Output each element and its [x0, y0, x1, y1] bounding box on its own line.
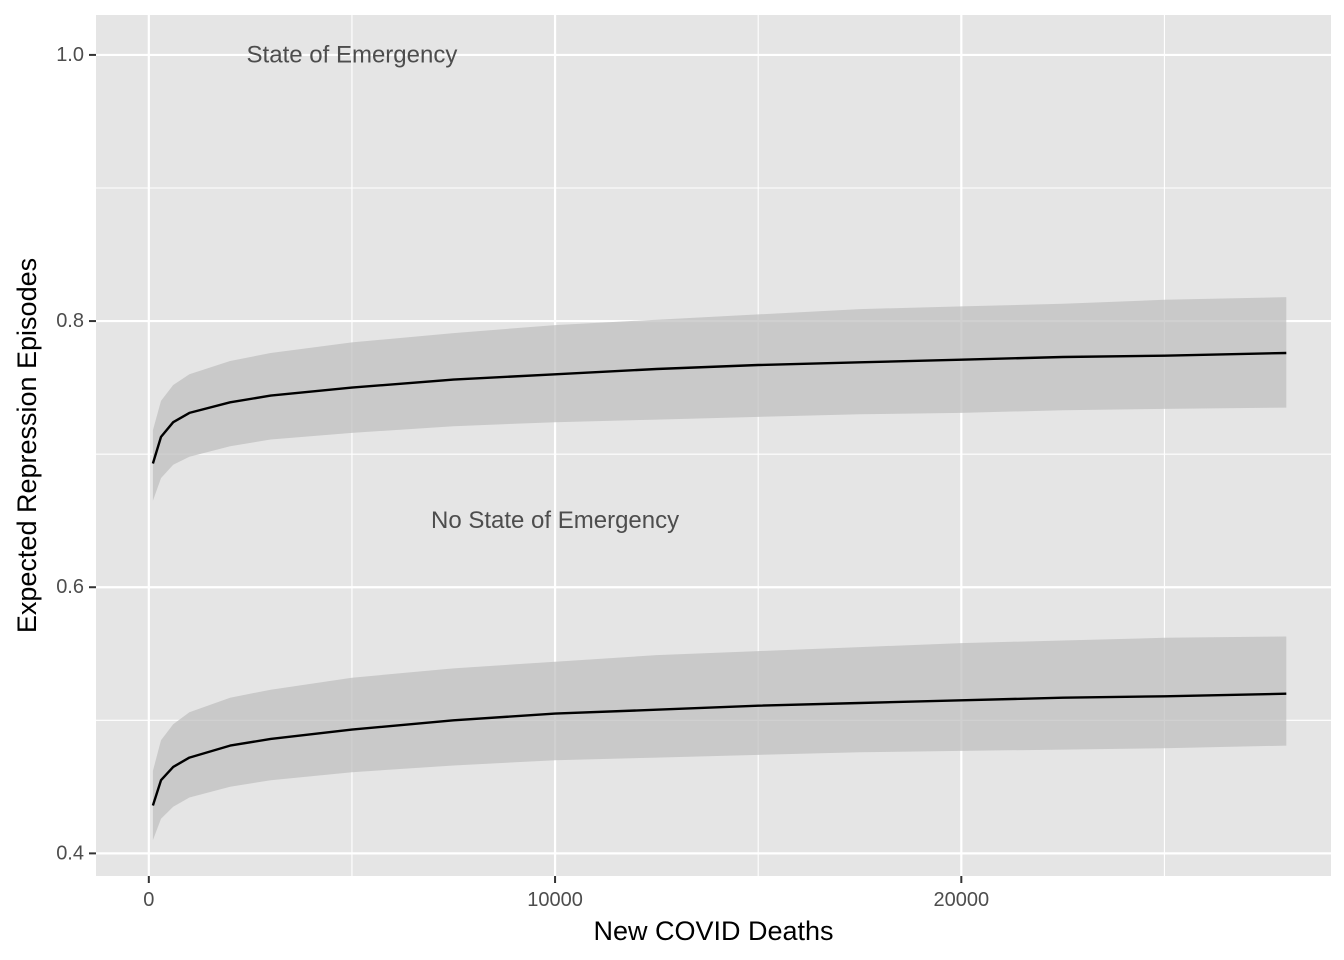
y-tick-label: 0.6: [56, 576, 84, 598]
series-line-2: [151, 692, 1287, 806]
series-lines: [151, 351, 1287, 806]
annotation-1: State of Emergency: [247, 41, 458, 68]
confidence-ribbon-1: [152, 297, 1287, 501]
y-axis: 0.4 0.6 0.8 1.0: [56, 44, 96, 864]
x-axis: 0 10000 20000: [143, 876, 989, 911]
series-line-1: [151, 351, 1287, 464]
x-tick-label: 20000: [934, 889, 990, 911]
annotations: State of Emergency No State of Emergency: [247, 41, 680, 534]
y-axis-title: Expected Repression Episodes: [12, 258, 42, 633]
y-tick-label: 0.4: [56, 842, 84, 864]
y-tick-label: 0.8: [56, 310, 84, 332]
x-tick-label: 10000: [527, 889, 583, 911]
y-tick-label: 1.0: [56, 44, 84, 66]
annotation-2: No State of Emergency: [431, 507, 679, 534]
x-tick-label: 0: [143, 889, 154, 911]
x-axis-title: New COVID Deaths: [593, 916, 833, 946]
confidence-ribbon-2: [152, 636, 1287, 841]
confidence-ribbons: [152, 297, 1287, 841]
